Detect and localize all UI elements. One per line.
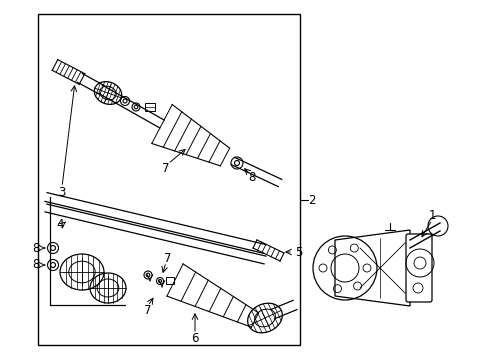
Text: 1: 1 xyxy=(427,208,435,221)
FancyBboxPatch shape xyxy=(405,234,431,302)
Text: 5: 5 xyxy=(294,246,302,258)
Bar xyxy=(38,14,299,345)
FancyBboxPatch shape xyxy=(145,103,155,111)
Text: 7: 7 xyxy=(162,162,169,175)
Text: 7: 7 xyxy=(164,252,171,265)
Text: 3: 3 xyxy=(58,185,65,198)
Text: 8: 8 xyxy=(33,258,40,271)
Text: 8: 8 xyxy=(248,171,255,184)
FancyBboxPatch shape xyxy=(165,277,174,284)
Text: 8: 8 xyxy=(33,242,40,255)
Text: 4: 4 xyxy=(56,217,63,230)
Text: 7: 7 xyxy=(144,303,151,316)
Text: 2: 2 xyxy=(307,194,315,207)
Text: 6: 6 xyxy=(191,332,198,345)
